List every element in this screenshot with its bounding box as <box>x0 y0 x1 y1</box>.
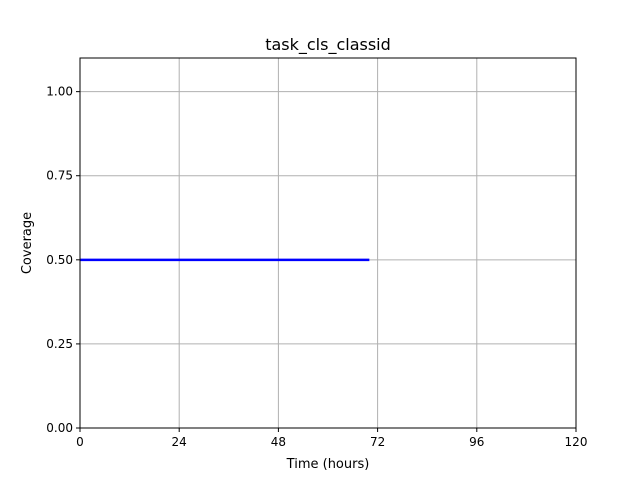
y-tick-label: 0.25 <box>46 337 73 351</box>
y-axis-label: Coverage <box>20 212 35 274</box>
x-tick-label: 0 <box>76 435 84 449</box>
y-tick-label: 0.00 <box>46 421 73 435</box>
y-tick-label: 0.75 <box>46 169 73 183</box>
x-axis-label: Time (hours) <box>286 457 370 472</box>
plot-area-frame <box>79 57 577 429</box>
x-tick-label: 24 <box>172 435 187 449</box>
y-axis-ticks: 0.00 0.25 0.50 0.75 1.00 <box>46 85 80 435</box>
x-tick-label: 48 <box>271 435 286 449</box>
x-axis-ticks: 0 24 48 72 96 120 <box>76 428 587 449</box>
grid-lines <box>79 58 577 429</box>
y-tick-label: 1.00 <box>46 85 73 99</box>
x-tick-label: 120 <box>565 435 588 449</box>
x-tick-label: 96 <box>469 435 484 449</box>
x-tick-label: 72 <box>370 435 385 449</box>
y-tick-label: 0.50 <box>46 253 73 267</box>
chart-title: task_cls_classid <box>265 35 391 55</box>
